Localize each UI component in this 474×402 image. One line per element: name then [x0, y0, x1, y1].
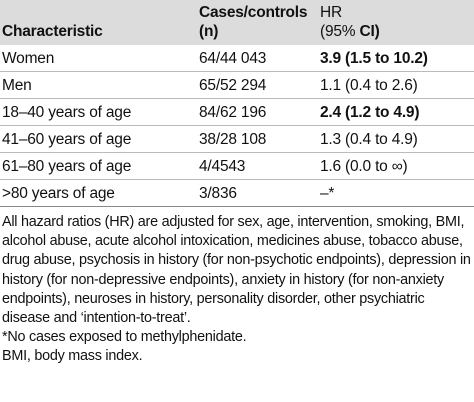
data-table: Characteristic Cases/controls (n) HR (95% …	[0, 0, 474, 207]
table-body: Women 64/44 043 3.9 (1.5 to 10.2) Men 65/52 …	[0, 45, 474, 207]
header-cell: Cases/controls (n)	[197, 0, 318, 45]
table-cell: 41–60 years of age	[0, 125, 197, 153]
table-cell: –*	[318, 179, 474, 207]
table-cell: 64/44 043	[197, 45, 318, 72]
table-row: Men 65/52 294 1.1 (0.4 to 2.6)	[0, 71, 474, 99]
table-cell: 3.9 (1.5 to 10.2)	[318, 45, 474, 72]
header-text: CI)	[359, 23, 380, 40]
table-cell: 61–80 years of age	[0, 152, 197, 180]
table-cell: 1.3 (0.4 to 4.9)	[318, 125, 474, 153]
footnote: BMI, body mass index.	[2, 348, 143, 365]
header-text: Characteristic	[2, 23, 103, 40]
table-header: Characteristic Cases/controls (n) HR (95% …	[0, 0, 474, 45]
header-text: (95%	[320, 23, 360, 40]
table-row: 61–80 years of age 4/4543 1.6 (0.0 to ∞)	[0, 152, 474, 180]
table-cell: 4/4543	[197, 152, 318, 180]
header-text: Cases/controls	[199, 4, 308, 21]
table-row: Women 64/44 043 3.9 (1.5 to 10.2)	[0, 45, 474, 72]
table-cell: 84/62 196	[197, 98, 318, 126]
table-cell: Women	[0, 45, 197, 72]
table-cell: Men	[0, 71, 197, 99]
table-cell: 1.1 (0.4 to 2.6)	[318, 71, 474, 99]
table-row: 41–60 years of age 38/28 108 1.3 (0.4 to 4…	[0, 125, 474, 153]
table-cell: 1.6 (0.0 to ∞)	[318, 152, 474, 180]
footnotes: All hazard ratios (HR) are adjusted for …	[0, 207, 474, 367]
table-cell: 18–40 years of age	[0, 98, 197, 126]
header-cell: Characteristic	[0, 0, 197, 45]
table-row: >80 years of age 3/836 –*	[0, 179, 474, 207]
table-cell: 2.4 (1.2 to 4.9)	[318, 98, 474, 126]
table-cell: 65/52 294	[197, 71, 318, 99]
header-row: Characteristic Cases/controls (n) HR (95% …	[0, 0, 474, 45]
footnote: *No cases exposed to methylphenidate.	[2, 329, 247, 346]
header-text: HR	[320, 4, 342, 21]
header-text: (n)	[199, 23, 219, 40]
table-cell: >80 years of age	[0, 179, 197, 207]
table-row: 18–40 years of age 84/62 196 2.4 (1.2 to 4…	[0, 98, 474, 126]
table-cell: 38/28 108	[197, 125, 318, 153]
footnote: All hazard ratios (HR) are adjusted for …	[2, 214, 471, 327]
header-cell: HR (95% CI)	[318, 0, 474, 45]
table-cell: 3/836	[197, 179, 318, 207]
